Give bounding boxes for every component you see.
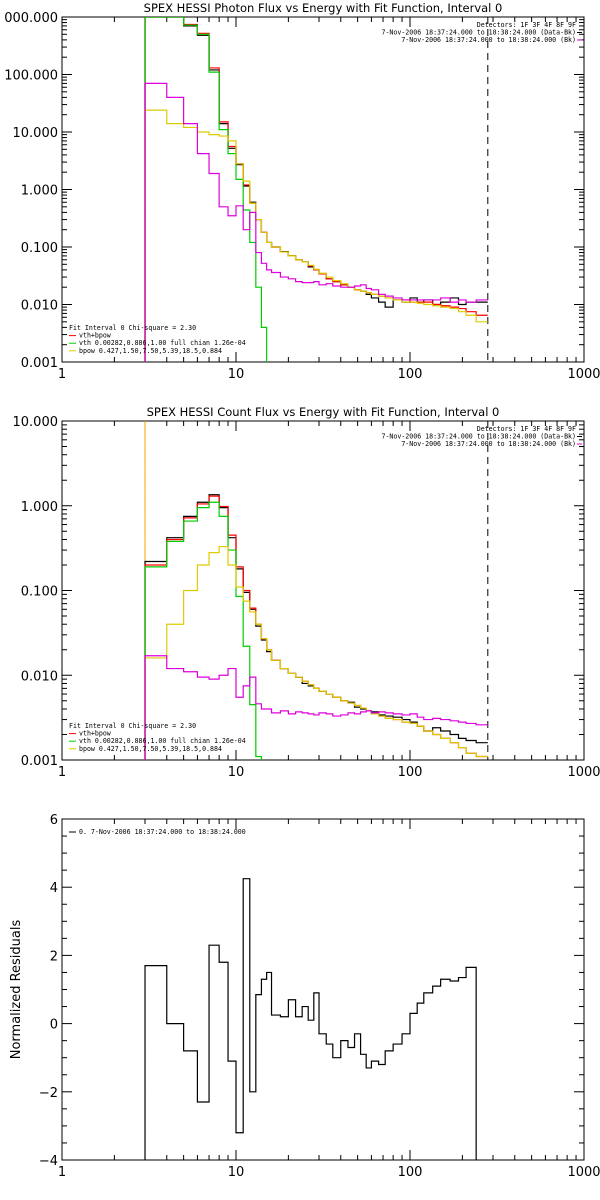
- x-tick-label: 100: [398, 367, 423, 382]
- y-tick-label: 0.001: [21, 754, 58, 769]
- y-tick-label: 10.000: [13, 415, 59, 430]
- y-tick-label: 10.000: [13, 126, 59, 141]
- x-tick-label: 10: [228, 1165, 245, 1180]
- series-line-4: [144, 545, 488, 760]
- y-tick-label: 4: [50, 881, 58, 896]
- chart-title: SPEX HESSI Photon Flux vs Energy with Fi…: [144, 1, 503, 15]
- x-tick-label: 10: [228, 367, 245, 382]
- y-tick-label: 2: [50, 949, 58, 964]
- x-tick-label: 1: [58, 1165, 66, 1180]
- x-tick-label: 100: [398, 1165, 423, 1180]
- y-tick-label: 6: [50, 813, 58, 828]
- y-tick-label: 1.000: [21, 184, 58, 199]
- y-tick-label: −4: [39, 1154, 58, 1169]
- legend-entry: vth+bpow: [79, 730, 111, 738]
- series-line-5: [144, 82, 488, 362]
- series-line-3: [144, 17, 268, 362]
- header-line: 7-Nov-2006 18:37:24.000 to 18:38:24.000 …: [401, 36, 576, 44]
- x-tick-label: 1000: [567, 1165, 600, 1180]
- series-line-1: [144, 878, 477, 1160]
- series-line-4: [144, 109, 488, 362]
- y-tick-label: 0.100: [21, 585, 58, 600]
- y-tick-label: 0: [50, 1018, 58, 1033]
- y-tick-label: 0.010: [21, 669, 58, 684]
- x-tick-label: 100: [398, 765, 423, 780]
- chart-title: SPEX HESSI Count Flux vs Energy with Fit…: [147, 405, 500, 419]
- y-tick-label: 0.100: [21, 241, 58, 256]
- legend-entry: bpow 0.427,1.50,7.50,5.39,18.5,0.884: [79, 347, 222, 355]
- y-axis-label: Normalized Residuals: [9, 920, 24, 1060]
- legend-entry: bpow 0.427,1.50,7.50,5.39,18.5,0.884: [79, 745, 222, 753]
- header-line: 7-Nov-2006 18:37:24.000 to 18:38:24.000 …: [381, 29, 576, 37]
- legend-entry: Fit Interval 0 Chi-square = 2.30: [69, 722, 196, 730]
- x-tick-label: 1000: [567, 765, 600, 780]
- series-line-2: [144, 495, 488, 760]
- x-tick-label: 10: [228, 765, 245, 780]
- y-tick-label: 100.000: [4, 69, 58, 84]
- header-line: 7-Nov-2006 18:37:24.000 to 18:38:24.000 …: [401, 440, 576, 448]
- plot-frame: [61, 420, 585, 761]
- plot-frame: [61, 818, 585, 1161]
- panel-3: 1 10 100 1000 −4 −2 0 2 4 6 Normalized Residuals 0.…: [9, 813, 600, 1180]
- header-line: 7-Nov-2006 18:37:24.000 to 18:38:24.000 …: [381, 433, 576, 441]
- legend-entry: vth 0.00282,0.886,1.00 full chian 1.26e-…: [79, 737, 246, 745]
- series-line-3: [144, 501, 263, 760]
- y-tick-label: 000.000: [4, 11, 58, 26]
- y-tick-label: −2: [39, 1086, 58, 1101]
- series-line-5: [144, 655, 488, 760]
- panel-2: 1 10 100 1000 0.001 0.010 0.100 1.000 10.000 SPEX…: [13, 405, 600, 780]
- x-tick-label: 1: [58, 765, 66, 780]
- legend-entry: Fit Interval 0 Chi-square = 2.30: [69, 324, 196, 332]
- legend-entry: vth 0.00282,0.886,1.00 full chian 1.26e-…: [79, 339, 246, 347]
- y-tick-label: 0.010: [21, 299, 58, 314]
- header-line: Detectors: 1F 3F 4F 8F 9F: [477, 21, 576, 29]
- panel-1: 1 10 100 1000 0.001 0.010 0.100 1.000 10.000 100.…: [4, 1, 600, 382]
- legend-entry: vth+bpow: [79, 332, 111, 340]
- series-line-1: [144, 494, 488, 760]
- x-tick-label: 1: [58, 367, 66, 382]
- x-tick-label: 1000: [567, 367, 600, 382]
- y-tick-label: 1.000: [21, 500, 58, 515]
- legend-entry: 0. 7-Nov-2006 18:37:24.000 to 18:38:24.0…: [79, 828, 246, 836]
- y-tick-label: 0.001: [21, 356, 58, 371]
- plot-frame: [61, 16, 585, 363]
- header-line: Detectors: 1F 3F 4F 8F 9F: [477, 425, 576, 433]
